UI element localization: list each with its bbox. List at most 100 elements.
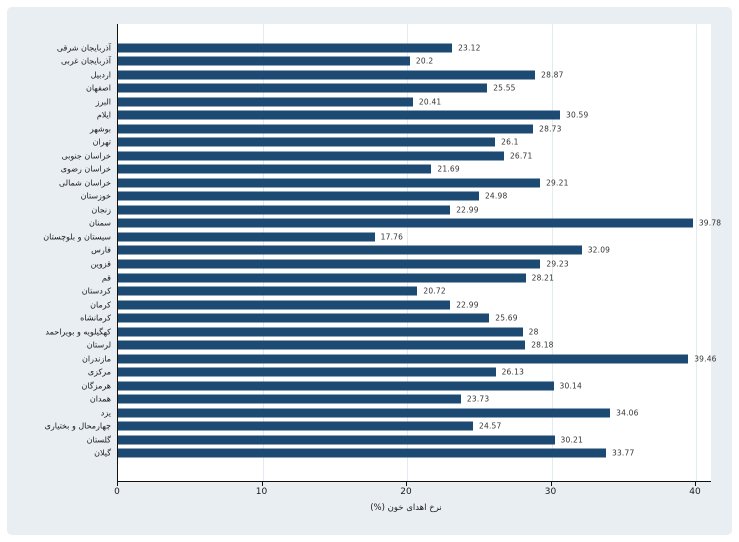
bar — [118, 218, 693, 228]
bar-row: سمنان 39.78 — [89, 217, 721, 231]
bar-row: چهارمحال و بختیاری 24.57 — [45, 419, 711, 433]
x-axis-tick — [261, 482, 263, 486]
x-axis-tick-label: 10 — [255, 487, 268, 497]
bar — [118, 381, 554, 391]
x-axis-tick-label: 20 — [400, 487, 412, 497]
bar-value-label: 28.21 — [531, 273, 555, 283]
plot-area: آذربایجان شرقی 23.12 آذربایجان غربی 20.2 ارد… — [43, 24, 721, 482]
bar — [118, 300, 451, 310]
bar-value-label: 20.72 — [423, 286, 446, 296]
bar — [118, 327, 523, 337]
chart-background: آذربایجان شرقی 23.12 آذربایجان غربی 20.2 ارد… — [7, 7, 732, 535]
category-label: زنجان — [91, 205, 111, 215]
bar — [118, 421, 474, 431]
bar — [118, 205, 451, 215]
category-label: بوشهر — [89, 124, 111, 134]
x-axis-tick-label: 30 — [544, 487, 557, 497]
x-axis-title: نرخ اهدای خون (%) — [370, 503, 442, 513]
category-label: همدان — [89, 394, 111, 404]
bar-value-label: 34.06 — [616, 408, 639, 418]
bar-row: آذربایجان شرقی 23.12 — [57, 41, 711, 55]
bar — [118, 313, 490, 323]
bar-row: اردبیل 28.87 — [91, 68, 711, 82]
bar-value-label: 28.18 — [531, 340, 554, 350]
bar-row: فارس 32.09 — [91, 244, 711, 258]
bar-value-label: 30.59 — [566, 110, 589, 120]
bar — [118, 151, 504, 161]
category-label: هرمزگان — [81, 381, 111, 391]
bar-row: قزوین 29.23 — [91, 257, 711, 271]
category-label: آذربایجان شرقی — [56, 43, 111, 53]
bar — [118, 97, 413, 107]
bar — [118, 164, 432, 174]
category-label: خراسان شمالی — [58, 178, 111, 188]
bar-value-label: 26.1 — [501, 137, 519, 147]
category-label: گلستان — [86, 435, 111, 445]
bar-row: خوزستان 24.98 — [81, 190, 711, 204]
bar-row: کردستان 20.72 — [82, 284, 711, 298]
x-axis-tick — [695, 482, 696, 486]
bar-value-label: 39.46 — [694, 354, 717, 364]
bars-layer: آذربایجان شرقی 23.12 آذربایجان غربی 20.2 ارد… — [43, 24, 721, 481]
bar-row: یزد 34.06 — [101, 406, 711, 420]
bar-row: کرمانشاه 25.69 — [80, 311, 711, 325]
category-label: ایلام — [96, 110, 111, 120]
bar — [118, 367, 496, 377]
bar — [118, 70, 536, 80]
x-axis-tick — [550, 482, 552, 486]
bar-row: گیلان 33.77 — [94, 446, 711, 460]
bar — [118, 273, 526, 283]
bar — [118, 286, 418, 296]
bar-row: لرستان 28.18 — [87, 338, 711, 352]
bar-value-label: 21.69 — [437, 164, 460, 174]
bar — [118, 340, 526, 350]
bar-value-label: 26.71 — [509, 151, 533, 161]
bar — [118, 408, 611, 418]
bar-value-label: 20.2 — [415, 56, 434, 66]
bar-value-label: 33.77 — [611, 448, 635, 458]
bar-row: کهگیلویه و بویراحمد 28 — [45, 325, 711, 339]
x-axis-tick — [117, 482, 118, 486]
bar-row: خراسان شمالی 29.21 — [59, 176, 711, 190]
bar — [118, 354, 689, 364]
bar — [118, 232, 375, 242]
category-label: مازندران — [82, 354, 111, 364]
category-label: کهگیلویه و بویراحمد — [45, 327, 111, 337]
x-axis-ticks: 0 10 20 30 40 — [114, 482, 701, 508]
bar-value-label: 29.23 — [546, 259, 569, 269]
bar — [118, 245, 582, 255]
bar — [118, 178, 541, 188]
category-label: آذربایجان غربی — [60, 56, 111, 66]
bar-row: اصفهان 25.55 — [86, 82, 711, 96]
bar-row: همدان 23.73 — [90, 392, 711, 406]
bar-row: مازندران 39.46 — [82, 352, 716, 366]
bar-row: خراسان رضوی 21.69 — [61, 163, 711, 177]
bar-value-label: 23.73 — [466, 394, 490, 404]
bar-row: خراسان جنوبی 26.71 — [61, 149, 711, 163]
bar-value-label: 29.21 — [546, 178, 569, 188]
category-label: یزد — [100, 408, 111, 418]
category-label: تهران — [92, 137, 111, 147]
category-label: کردستان — [81, 286, 111, 296]
category-label: مرکزی — [87, 367, 111, 377]
category-label: خراسان جنوبی — [61, 151, 111, 161]
bar-row: مرکزی 26.13 — [88, 365, 711, 379]
category-label: سیستان و بلوچستان — [43, 232, 111, 242]
bar-value-label: 30.14 — [559, 381, 582, 391]
bar — [118, 191, 479, 201]
bar-value-label: 22.99 — [456, 205, 479, 215]
bar-value-label: 22.99 — [456, 300, 479, 310]
x-axis-tick-label: 40 — [689, 487, 701, 497]
bar-row: کرمان 22.99 — [90, 298, 711, 312]
bar — [118, 394, 461, 404]
bar-row: سیستان و بلوچستان 17.76 — [43, 230, 711, 244]
bar-value-label: 26.13 — [501, 367, 525, 377]
bar — [118, 110, 561, 120]
bar — [118, 124, 534, 134]
bar-value-label: 17.76 — [380, 232, 404, 242]
bar-value-label: 24.57 — [479, 421, 502, 431]
bar-row: گلستان 30.21 — [87, 433, 711, 447]
category-label: قزوین — [90, 259, 111, 269]
category-label: کرمان — [90, 300, 111, 310]
bar-row: قم 28.21 — [102, 271, 711, 285]
